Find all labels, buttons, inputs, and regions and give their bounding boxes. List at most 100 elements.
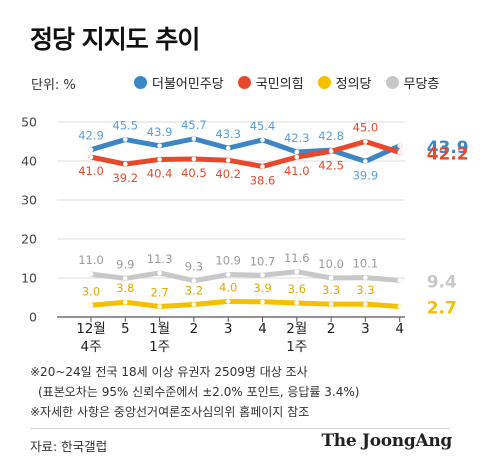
unit-label: 단위: % [31, 78, 76, 93]
data-label-latest: 42.2 [427, 144, 469, 164]
legend-label-democratic: 더불어민주당 [152, 77, 224, 92]
x-tick-label: 5 [121, 321, 130, 337]
data-point [191, 302, 197, 307]
data-label: 9.9 [116, 257, 134, 271]
data-point [260, 137, 265, 143]
data-point [123, 161, 128, 167]
data-label: 45.5 [112, 119, 138, 133]
x-tick-label: 4 [258, 321, 267, 337]
data-point [123, 137, 128, 142]
series-line [88, 269, 403, 284]
data-label: 11.0 [78, 253, 104, 267]
x-tick-sublabel: 1주 [149, 339, 170, 355]
legend-label-ppp: 국민의힘 [255, 77, 304, 92]
data-point [294, 269, 300, 275]
data-point [260, 272, 265, 278]
y-tick-label: 10 [21, 271, 37, 286]
data-label: 41.0 [78, 164, 104, 178]
data-point [225, 157, 231, 163]
data-label: 2.7 [150, 285, 168, 299]
series-line [88, 136, 403, 164]
series-line [88, 139, 403, 169]
data-label-latest: 9.4 [427, 272, 457, 292]
legend-label-independent: 무당층 [403, 77, 440, 92]
series-line [88, 298, 403, 309]
data-point [225, 272, 231, 277]
data-label: 3.9 [253, 281, 271, 295]
legend-dot-ppp [237, 76, 251, 89]
data-point [88, 271, 94, 277]
data-point [191, 136, 197, 142]
data-label: 41.0 [284, 164, 310, 178]
data-label: 3.2 [185, 284, 203, 298]
data-point [225, 299, 231, 304]
data-point [363, 275, 368, 280]
data-label: 42.5 [318, 158, 344, 172]
data-point [363, 159, 368, 164]
y-tick-label: 20 [21, 232, 37, 247]
data-label: 10.0 [318, 257, 344, 271]
data-label: 4.0 [219, 280, 237, 294]
legend-item-democratic: 더불어민주당 [134, 73, 224, 92]
legend-item-ppp: 국민의힘 [237, 73, 304, 92]
data-point [397, 278, 403, 283]
data-point [157, 304, 162, 309]
line-chart: 0 10 20 30 40 50 12월 4주 5 1월 1주 2 3 4 2월 1주 2 3 4 42.9 45.5 4… [21, 115, 469, 356]
data-point [157, 143, 162, 149]
data-label: 10.7 [250, 254, 276, 268]
footer-divider [30, 428, 450, 429]
legend-dot-independent [385, 76, 399, 89]
data-label: 39.2 [112, 171, 138, 185]
data-point [157, 270, 162, 276]
data-label: 3.3 [322, 283, 340, 297]
data-point [328, 275, 334, 281]
data-label: 40.2 [215, 167, 241, 181]
data-label: 10.9 [215, 253, 241, 267]
data-point [157, 157, 162, 162]
data-point [88, 147, 94, 152]
y-tick-label: 0 [29, 310, 37, 325]
data-point [328, 148, 334, 154]
x-tick-label: 2월 [286, 321, 307, 337]
data-label: 38.6 [250, 173, 276, 187]
note-line-2: (표본오차는 95% 신뢰수준에서 ±2.0% 포인트, 응답률 3.4%) [38, 385, 360, 399]
data-label-latest: 43.9 [427, 138, 469, 158]
data-label: 40.4 [147, 166, 173, 180]
data-label-latest: 2.7 [427, 298, 457, 318]
data-label: 42.3 [284, 131, 310, 145]
data-label: 39.9 [353, 168, 379, 182]
data-point [88, 303, 94, 308]
x-tick-label: 2 [327, 321, 336, 337]
data-label: 11.3 [147, 252, 173, 266]
x-tick-label: 1월 [149, 321, 170, 337]
data-point [397, 143, 403, 149]
x-tick-label: 4 [395, 321, 404, 337]
data-label: 45.4 [250, 119, 276, 133]
x-tick-sublabel: 4주 [80, 339, 101, 355]
data-point [225, 145, 231, 151]
data-label: 42.9 [78, 129, 104, 143]
survey-notes: ※20~24일 전국 18세 이상 유권자 2509명 대상 조사 (표본오차는… [30, 362, 359, 422]
data-point [260, 164, 265, 169]
y-tick-label: 40 [21, 154, 37, 169]
data-point [260, 299, 265, 305]
legend-item-justice: 정의당 [317, 73, 372, 92]
data-label: 45.0 [353, 121, 379, 135]
y-tick-label: 30 [21, 193, 37, 208]
data-point [294, 149, 300, 155]
x-tick-label: 3 [224, 321, 233, 337]
x-tick-label: 12월 [76, 321, 106, 337]
data-point [363, 301, 368, 307]
data-label: 10.1 [353, 257, 379, 271]
data-label: 45.7 [181, 118, 207, 132]
data-label: 3.8 [116, 281, 134, 295]
data-point [328, 301, 334, 307]
data-label: 42.8 [318, 129, 344, 143]
data-label: 3.3 [356, 283, 374, 297]
brand-logo: The JoongAng [321, 431, 452, 451]
chart-legend: 더불어민주당 국민의힘 정의당 무당층 [134, 73, 439, 92]
data-label: 43.3 [215, 127, 241, 141]
data-label: 11.6 [284, 251, 310, 265]
data-label: 9.3 [185, 260, 203, 274]
x-tick-label: 2 [190, 321, 199, 337]
